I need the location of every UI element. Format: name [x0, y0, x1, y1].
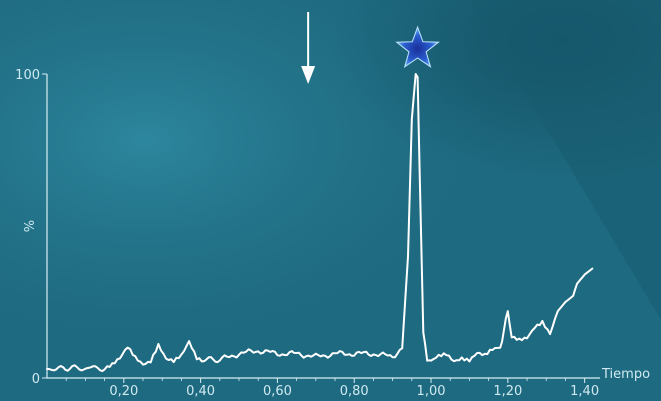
y-tick-label: 100: [15, 68, 40, 83]
series-line: [46, 73, 594, 373]
x-tick-label: 0,80: [340, 384, 369, 399]
background-diagonal-panel: [470, 0, 661, 320]
axes: [46, 74, 600, 379]
x-tick-label: 1,40: [570, 384, 599, 399]
x-tick-label: 0,40: [186, 384, 215, 399]
arrow-head: [301, 66, 316, 84]
x-tick-label: 0,20: [109, 384, 138, 399]
y-tick-label: 0: [32, 372, 40, 387]
x-axis-label: Tiempo: [601, 367, 650, 382]
down-arrow-icon: [301, 12, 316, 84]
ticks: 0,20 0,40 0,60 0,80 1,00 1,20 1,40 0 100: [15, 68, 599, 399]
annotations: [301, 12, 440, 84]
y-axis-label: %: [23, 220, 38, 232]
x-tick-label: 0,60: [263, 384, 292, 399]
star-icon: [395, 25, 440, 69]
x-tick-label: 1,20: [493, 384, 522, 399]
x-tick-label: 1,00: [417, 384, 446, 399]
